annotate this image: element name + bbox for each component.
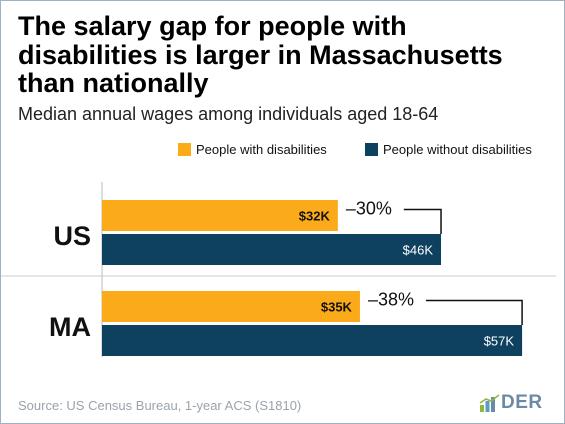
chart-title: The salary gap for people with disabilit… xyxy=(18,11,503,98)
source-note: Source: US Census Bureau, 1-year ACS (S1… xyxy=(18,398,302,413)
bar-us-without-disabilities xyxy=(102,234,442,265)
legend-swatch-with-disabilities xyxy=(178,143,191,156)
logo-text: DER xyxy=(501,392,543,413)
bar-ma-without-disabilities xyxy=(102,325,523,356)
category-label-us: US xyxy=(53,221,91,251)
bar-ma-with-disabilities xyxy=(102,291,360,322)
data-label-us-with-disabilities: $32K xyxy=(299,209,331,224)
legend-label-without-disabilities: People without disabilities xyxy=(383,142,532,157)
gap-label-us: –30% xyxy=(346,199,392,219)
category-label-ma: MA xyxy=(49,312,91,342)
legend-item-without-disabilities: People without disabilities xyxy=(365,142,532,157)
gap-bracket-ma xyxy=(425,299,523,325)
legend-label-with-disabilities: People with disabilities xyxy=(196,142,327,157)
data-label-ma-with-disabilities: $35K xyxy=(321,300,353,315)
bar-chart-icon xyxy=(479,394,500,412)
legend: People with disabilities People without … xyxy=(1,142,564,162)
legend-swatch-without-disabilities xyxy=(365,143,378,156)
chart-subtitle: Median annual wages among individuals ag… xyxy=(18,104,439,124)
gap-bracket-us xyxy=(403,208,442,234)
legend-item-with-disabilities: People with disabilities xyxy=(178,142,327,157)
data-label-ma-without-disabilities: $57K xyxy=(484,334,515,349)
logo: DER xyxy=(479,393,543,412)
data-label-us-without-disabilities: $46K xyxy=(403,243,434,258)
bar-us-with-disabilities xyxy=(102,200,338,231)
gap-label-ma: –38% xyxy=(368,290,414,310)
